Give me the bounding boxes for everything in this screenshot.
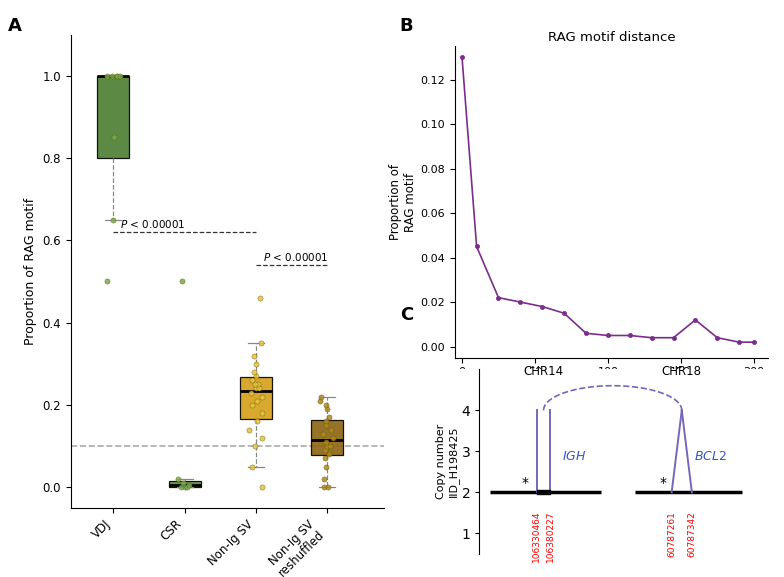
Point [251,417,263,426]
Point [245,400,258,410]
Point [323,449,336,459]
Y-axis label: Copy number
IID_H198425: Copy number IID_H198425 [437,424,459,499]
Text: C: C [400,306,413,324]
Point [318,482,331,492]
Point [319,445,332,455]
PathPatch shape [97,76,129,158]
Point [101,277,114,286]
Title: RAG motif distance: RAG motif distance [548,31,675,44]
Point [256,433,268,443]
Point [249,372,262,381]
Text: $\it{BCL2}$: $\it{BCL2}$ [694,449,727,463]
PathPatch shape [169,481,201,487]
Text: $\it{P}$ < 0.00001: $\it{P}$ < 0.00001 [263,251,328,263]
Text: CHR14: CHR14 [524,365,564,379]
Point [325,425,337,434]
Point [256,409,269,418]
Text: 106380227: 106380227 [546,511,555,563]
Point [322,482,335,492]
Text: *: * [521,477,528,490]
Point [256,392,268,401]
Point [111,71,124,80]
Point [106,71,118,80]
Y-axis label: Proportion of RAG motif: Proportion of RAG motif [24,197,37,345]
Point [250,384,263,393]
Point [327,433,339,443]
Text: 106330464: 106330464 [532,511,541,563]
Point [255,339,267,348]
Point [249,441,261,451]
Point [320,462,332,471]
Point [321,404,334,414]
Text: *: * [659,477,666,490]
Point [318,474,330,484]
Point [253,293,266,302]
Point [176,277,188,286]
Point [178,482,191,492]
Point [324,441,336,451]
Point [256,482,268,492]
Point [245,376,258,385]
Point [253,384,266,393]
Point [248,351,260,360]
Text: CHR18: CHR18 [662,365,702,379]
Point [114,71,126,80]
Point [176,478,189,488]
Point [249,380,262,389]
Point [323,413,336,422]
Text: A: A [8,17,22,35]
Point [101,71,114,80]
Text: 60787261: 60787261 [667,511,676,557]
Point [320,437,332,447]
Text: $\it{P}$ < 0.00001: $\it{P}$ < 0.00001 [121,218,186,230]
Point [319,454,332,463]
Point [316,429,328,439]
Point [181,482,194,492]
Point [320,400,332,410]
Point [172,474,185,484]
Point [321,441,333,451]
PathPatch shape [311,420,343,455]
Point [315,392,328,401]
Point [320,421,332,430]
Point [175,482,187,492]
Point [111,71,123,80]
Point [183,481,195,490]
Point [320,417,332,426]
Point [245,462,258,471]
Point [250,396,263,406]
Text: B: B [400,17,413,35]
Point [243,425,256,434]
Point [314,396,326,406]
X-axis label: Distance from breakpoint (bp): Distance from breakpoint (bp) [522,383,701,396]
Point [107,133,120,142]
Point [248,368,260,377]
Point [107,215,120,224]
Text: 60787342: 60787342 [688,511,696,557]
Point [245,388,257,397]
Y-axis label: Proportion of
RAG motif: Proportion of RAG motif [390,164,417,240]
Text: $\it{IGH}$: $\it{IGH}$ [562,449,586,463]
PathPatch shape [240,377,272,419]
Point [252,380,264,389]
Point [249,359,262,368]
